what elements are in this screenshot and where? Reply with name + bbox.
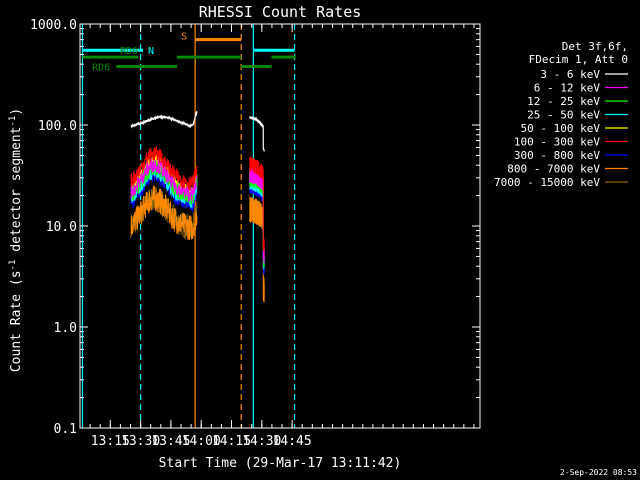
legend-label: 50 - 100 keV [521,122,601,135]
legend-header-2: FDecim 1, Att 0 [529,53,628,66]
series-line [130,185,198,241]
legend-label: 7000 - 15000 keV [494,176,600,189]
chart-title: RHESSI Count Rates [199,3,362,21]
legend-label: 800 - 7000 keV [507,163,600,176]
x-tick-label: 13:15 [91,434,130,449]
series-line [249,168,265,265]
legend-label: 12 - 25 keV [527,95,600,108]
x-tick-label: 14:45 [273,434,312,449]
x-tick-label: 14:30 [242,434,281,449]
series-line [249,157,265,252]
legend-label: 3 - 6 keV [540,68,600,81]
legend-label: 100 - 300 keV [514,136,600,149]
legend-label: 6 - 12 keV [534,82,601,95]
state-bar-label: RD0 [120,46,138,57]
timestamp: 2-Sep-2022 08:53 [560,468,637,477]
series-line [130,146,198,191]
state-bar-label: RD6 [92,62,110,73]
x-axis-label: Start Time (29-Mar-17 13:11:42) [159,456,402,471]
legend-label: 300 - 800 keV [514,149,600,162]
series-line [249,197,265,303]
y-tick-label: 0.1 [54,422,77,437]
y-tick-label: 100.0 [38,119,77,134]
y-tick-label: 1000.0 [30,18,77,33]
x-tick-label: 13:45 [151,434,190,449]
series-line [130,111,198,129]
series-line [249,115,265,152]
x-tick-label: 14:00 [182,434,221,449]
x-tick-label: 14:15 [212,434,251,449]
state-bar-label: S [181,32,187,43]
legend-label: 25 - 50 keV [527,109,600,122]
y-tick-label: 1.0 [54,321,77,336]
state-bar-label: N [148,46,154,57]
y-axis-label: Count Rate (s-1 detector segment-1) [8,108,24,372]
x-tick-label: 13:30 [121,434,160,449]
plot-frame [79,23,481,429]
y-tick-label: 10.0 [46,220,77,235]
legend-header-1: Det 3f,6f, [562,40,628,53]
